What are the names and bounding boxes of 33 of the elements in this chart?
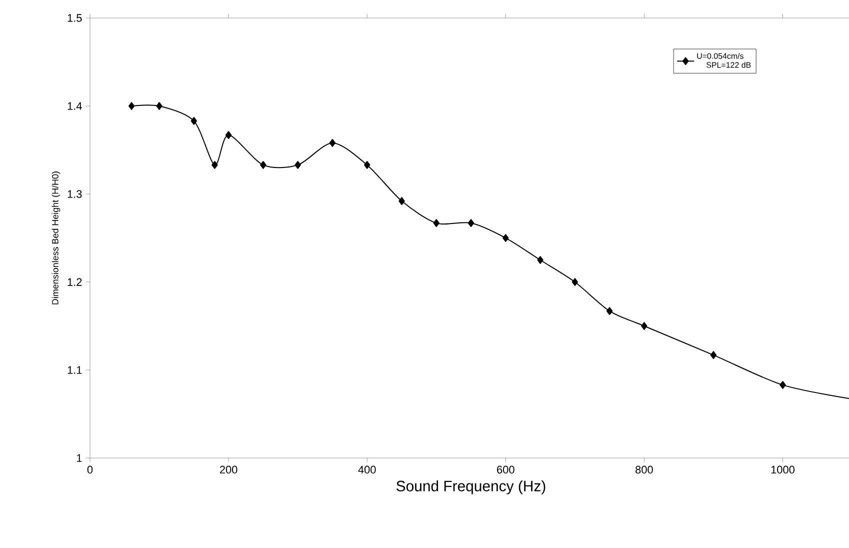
- point: [468, 219, 474, 228]
- point: [502, 234, 509, 242]
- y-tick-label: 1.2: [68, 278, 82, 286]
- y-tick-label: 1: [76, 454, 82, 462]
- point: [710, 351, 717, 360]
- point: [780, 380, 786, 389]
- point: [641, 322, 648, 330]
- point: [572, 278, 578, 286]
- x-tick-label: 600: [497, 466, 514, 474]
- x-tick-label: 800: [636, 466, 653, 474]
- point: [190, 116, 198, 125]
- point: [156, 102, 162, 110]
- point: [364, 160, 370, 169]
- point: [433, 219, 440, 228]
- point: [294, 160, 301, 169]
- x-axis-title: Sound Frequency (Hz): [396, 480, 546, 494]
- y-tick-label: 1.1: [68, 366, 82, 374]
- x-tick-label: 0: [87, 466, 93, 474]
- x-tick-label: 400: [358, 466, 376, 474]
- point: [260, 160, 266, 169]
- point: [398, 197, 405, 206]
- point: [212, 160, 218, 169]
- y-tick-label: 1.3: [68, 190, 82, 198]
- x-tick-label: 1000: [771, 466, 794, 474]
- point: [225, 131, 232, 140]
- point: [329, 138, 336, 147]
- x-tick-label: 200: [220, 466, 238, 474]
- point: [537, 256, 544, 264]
- point: [128, 102, 135, 110]
- y-tick-label: 1.5: [68, 14, 82, 22]
- y-axis-title: Dimensionless Bed Height (H/H0): [52, 172, 60, 304]
- point: [606, 307, 613, 316]
- y-tick-label: 1.4: [68, 102, 82, 110]
